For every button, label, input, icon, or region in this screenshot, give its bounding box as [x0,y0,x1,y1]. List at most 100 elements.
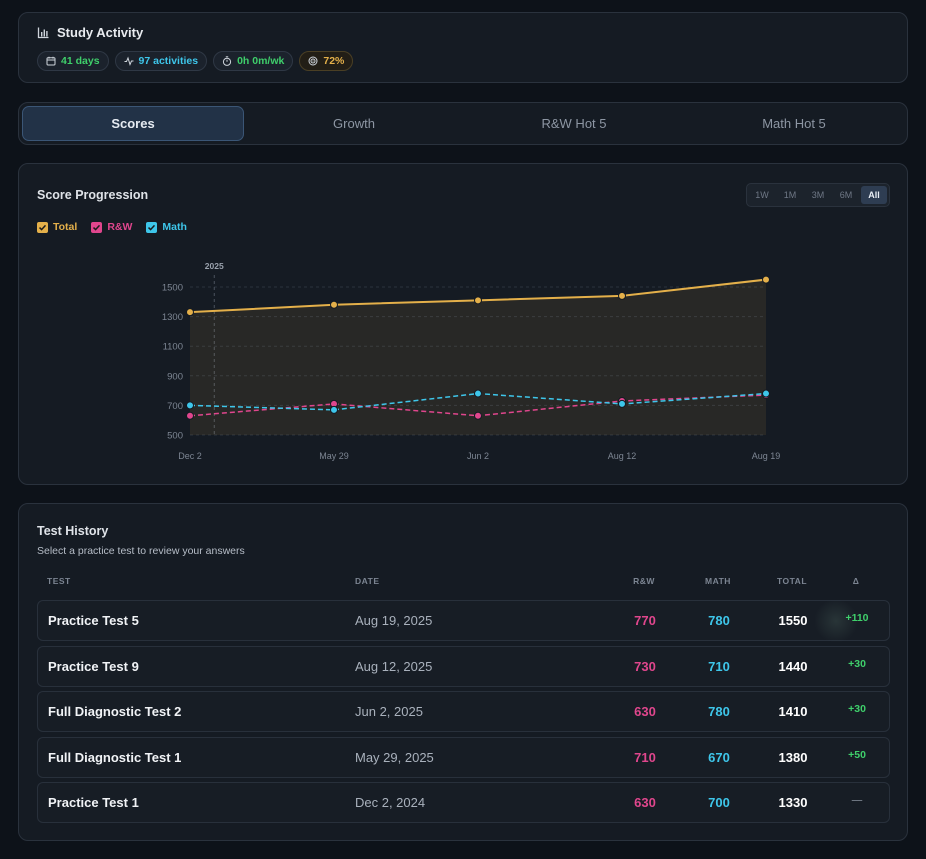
year-marker-label: 2025 [205,261,224,271]
x-tick-label: Aug 12 [608,451,637,461]
tab-rw-hot-5[interactable]: R&W Hot 5 [541,116,607,131]
test-date: Dec 2, 2024 [355,795,426,810]
hover-glow [814,599,858,643]
accuracy-label: 72% [323,55,345,67]
test-history-subtitle: Select a practice test to review your an… [37,545,245,557]
tab-growth[interactable]: Growth [333,116,375,131]
total-area [190,279,766,435]
math-data-point [762,389,770,398]
total-score: 1550 [778,613,808,628]
range-3m-button[interactable]: 3M [811,190,825,200]
rw-score: 630 [634,795,656,810]
test-name: Practice Test 1 [48,795,139,810]
range-1m-button[interactable]: 1M [783,190,797,200]
math-score: 670 [708,749,730,765]
table-row[interactable]: Full Diagnostic Test 2 Jun 2, 2025 630 7… [37,691,890,732]
legend-math-toggle[interactable]: Math [146,221,187,233]
r-w-data-point [186,411,194,420]
test-name: Practice Test 9 [48,658,139,674]
total-score: 1410 [778,704,808,719]
test-history-title: Test History [37,524,109,538]
total-score: 1440 [778,658,808,674]
rw-score: 770 [634,613,656,628]
score-delta: — [851,794,863,806]
y-tick-label: 1100 [163,342,183,353]
total-score: 1380 [778,749,808,765]
rw-score: 630 [634,704,656,719]
math-data-point [618,399,626,408]
bar-chart-icon [37,27,49,39]
math-score: 710 [708,658,730,674]
checkbox-checked-icon[interactable] [146,221,158,233]
test-date: May 29, 2025 [355,749,434,765]
table-row[interactable]: Practice Test 5 Aug 19, 2025 770 780 155… [37,599,890,643]
weekly-time-badge: 0h 0m/wk [213,51,294,71]
total-data-point [186,308,194,317]
column-header-total: TOTAL [776,576,808,586]
range-6m-button[interactable]: 6M [839,190,853,200]
range-all-button[interactable]: All [861,186,887,204]
study-activity-heading: Study Activity [37,25,143,40]
total-score: 1330 [778,795,808,810]
study-activity-title: Study Activity [57,25,144,40]
test-name: Full Diagnostic Test 2 [48,704,182,719]
checkbox-checked-icon[interactable] [37,221,48,233]
column-header-delta: Δ [852,576,860,586]
total-data-point [330,300,338,309]
table-header: TEST DATE R&W MATH TOTAL Δ [37,576,890,590]
math-score: 780 [708,704,730,719]
checkbox-checked-icon[interactable] [91,221,103,233]
days-label: 41 days [61,55,100,67]
target-icon [308,56,318,66]
stopwatch-icon [222,56,232,66]
table-row[interactable]: Practice Test 9 Aug 12, 2025 730 710 144… [37,645,890,687]
math-score: 700 [708,795,730,810]
test-history-card: Test History Select a practice test to r… [18,503,908,841]
y-tick-label: 1500 [162,283,183,294]
legend-total-label: Total [53,221,78,233]
view-tabs: Scores Growth R&W Hot 5 Math Hot 5 [18,102,908,145]
y-tick-label: 700 [167,401,183,412]
y-tick-label: 1300 [162,312,183,323]
table-row[interactable]: Full Diagnostic Test 1 May 29, 2025 710 … [37,736,890,778]
score-delta: +30 [848,657,866,670]
table-row[interactable]: Practice Test 1 Dec 2, 2024 630 700 1330… [37,782,890,823]
accuracy-badge: 72% [299,51,354,71]
tab-scores[interactable]: Scores [22,106,244,141]
study-activity-card: Study Activity 41 days 97 activities [18,12,908,83]
legend-rw-toggle[interactable]: R&W [91,221,132,233]
score-delta: +30 [848,703,866,715]
range-1w-button[interactable]: 1W [755,190,769,200]
y-tick-label: 900 [167,371,183,382]
math-score: 780 [708,613,730,628]
test-name: Full Diagnostic Test 1 [48,749,182,765]
tab-math-hot-5[interactable]: Math Hot 5 [762,116,826,131]
weekly-time-label: 0h 0m/wk [237,55,285,67]
test-date: Jun 2, 2025 [355,704,423,719]
chart-legend: Total R&W Math [37,221,187,233]
activity-pulse-icon [124,56,134,66]
column-header-test: TEST [47,576,71,586]
test-name: Practice Test 5 [48,613,139,628]
x-tick-label: Aug 19 [752,451,781,461]
activities-label: 97 activities [138,55,199,67]
score-progression-chart: 500 700 900 1100 1300 1500 2025 Dec 2 May 29 Jun … [162,261,781,461]
calendar-icon [46,56,56,66]
column-header-rw: R&W [633,576,655,586]
score-delta: +50 [848,748,866,761]
test-history-list: Practice Test 5 Aug 19, 2025 770 780 155… [37,599,890,828]
days-badge: 41 days [37,51,109,71]
column-header-math: MATH [705,576,731,586]
legend-total-toggle[interactable]: Total [37,221,77,233]
range-selector: 1W 1M 3M 6M All [746,183,890,207]
test-date: Aug 12, 2025 [355,658,433,674]
total-data-point [762,275,770,284]
x-tick-label: Jun 2 [467,451,489,461]
r-w-data-point [474,411,482,420]
column-header-date: DATE [355,576,380,586]
rw-score: 730 [634,658,656,674]
score-delta: +110 [845,612,869,624]
x-tick-label: May 29 [319,451,349,461]
score-progression-card: 500 700 900 1100 1300 1500 2025 Dec 2 May 29 Jun … [18,163,908,485]
x-tick-label: Dec 2 [178,451,202,461]
